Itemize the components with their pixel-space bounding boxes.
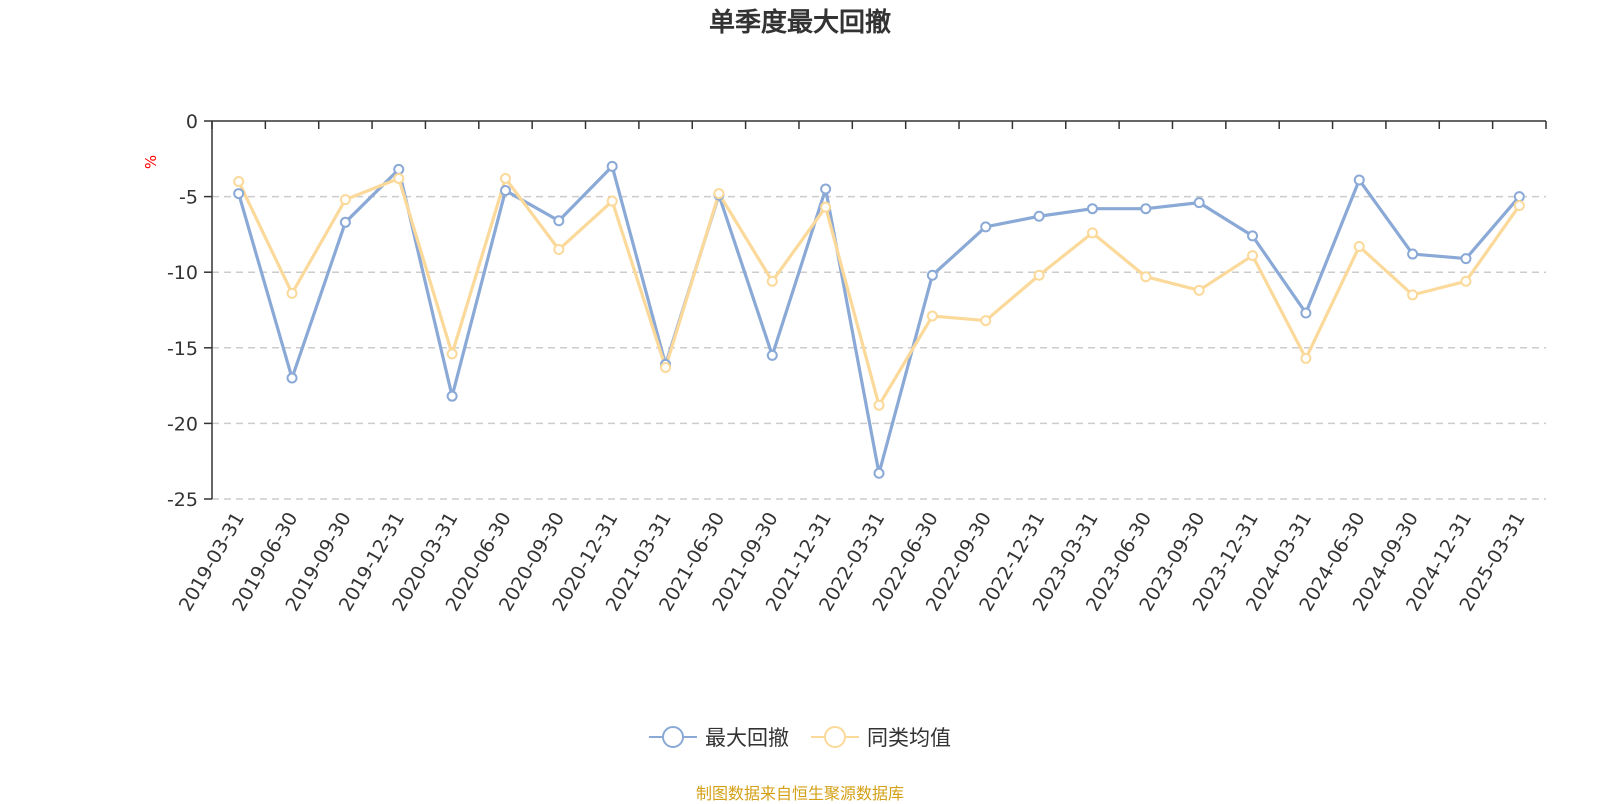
data-point-series-1 [1140, 271, 1152, 283]
grid-layer [212, 195, 1546, 500]
series-layer [233, 160, 1525, 479]
data-point-series-1 [1193, 284, 1205, 296]
y-tick-label: 0 [186, 111, 198, 133]
data-point-series-1 [553, 244, 565, 256]
data-point-series-0 [820, 183, 832, 195]
legend-line-circle-icon [811, 726, 859, 748]
data-point-series-0 [1193, 197, 1205, 209]
data-point-series-1 [1247, 250, 1259, 262]
data-point-series-0 [926, 269, 938, 281]
data-source-note: 制图数据来自恒生聚源数据库 [695, 784, 904, 803]
data-point-series-1 [926, 310, 938, 322]
data-point-series-0 [1300, 307, 1312, 319]
y-tick-label: -20 [167, 413, 198, 435]
legend-item-max-drawdown[interactable]: 最大回撤 [649, 722, 789, 752]
data-point-series-0 [339, 216, 351, 228]
legend-line-circle-icon [649, 726, 697, 748]
data-point-series-1 [713, 188, 725, 200]
data-point-series-1 [233, 175, 245, 187]
data-point-series-0 [1407, 248, 1419, 260]
data-point-series-1 [1086, 227, 1098, 239]
legend-item-peer-average[interactable]: 同类均值 [811, 722, 951, 752]
data-point-series-1 [1353, 240, 1365, 252]
series-line-0 [237, 164, 1521, 475]
data-point-series-0 [606, 160, 618, 172]
data-point-series-1 [1407, 289, 1419, 301]
data-point-series-1 [446, 348, 458, 360]
data-point-series-1 [606, 195, 618, 207]
data-point-series-0 [766, 349, 778, 361]
y-tick-label: -15 [167, 338, 198, 360]
y-tick-label: -25 [167, 489, 198, 511]
data-point-series-0 [1513, 191, 1525, 203]
series-line-1 [237, 176, 1521, 407]
legend-label: 最大回撤 [705, 726, 789, 750]
data-point-series-1 [1300, 352, 1312, 364]
data-point-series-0 [873, 467, 885, 479]
data-point-series-0 [1140, 203, 1152, 215]
data-point-series-1 [1513, 200, 1525, 212]
data-point-series-0 [1460, 253, 1472, 265]
data-point-series-0 [499, 185, 511, 197]
data-point-series-0 [446, 390, 458, 402]
data-point-series-1 [499, 172, 511, 184]
data-point-series-0 [1247, 230, 1259, 242]
data-point-series-0 [980, 221, 992, 233]
data-point-series-1 [339, 194, 351, 206]
data-point-series-0 [1033, 210, 1045, 222]
data-point-series-1 [766, 275, 778, 287]
data-point-series-1 [393, 172, 405, 184]
y-tick-label: -5 [179, 187, 198, 209]
y-tick-label: -10 [167, 262, 198, 284]
data-point-series-1 [286, 287, 298, 299]
data-point-series-0 [286, 372, 298, 384]
y-axis-unit: % [142, 155, 160, 169]
data-point-series-0 [1086, 203, 1098, 215]
data-point-series-0 [553, 215, 565, 227]
legend-label: 同类均值 [867, 726, 951, 750]
data-point-series-1 [820, 201, 832, 213]
data-point-series-1 [1033, 269, 1045, 281]
data-point-series-0 [393, 163, 405, 175]
legend: 最大回撤 同类均值 [0, 722, 1600, 752]
chart-title: 单季度最大回撤 [708, 8, 891, 38]
data-point-series-1 [873, 399, 885, 411]
data-point-series-0 [233, 188, 245, 200]
data-point-series-0 [1353, 174, 1365, 186]
data-point-series-1 [1460, 275, 1472, 287]
axis-layer: 0-5-10-15-20-252019-03-312019-06-302019-… [167, 111, 1547, 615]
data-point-series-1 [660, 361, 672, 373]
data-point-series-1 [980, 315, 992, 327]
